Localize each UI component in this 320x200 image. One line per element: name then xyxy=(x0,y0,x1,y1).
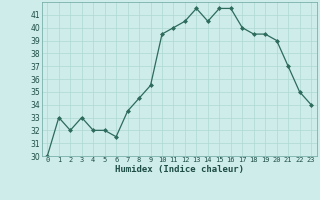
X-axis label: Humidex (Indice chaleur): Humidex (Indice chaleur) xyxy=(115,165,244,174)
